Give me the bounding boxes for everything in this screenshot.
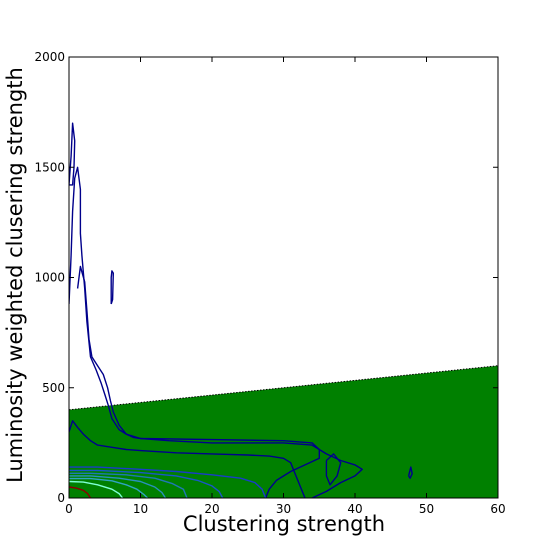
- x-tick-label: 40: [347, 502, 362, 516]
- contour-level-1-path-5: [325, 453, 342, 486]
- contour-level-7-path-1: [69, 477, 149, 498]
- contour-level-4-path-1: [69, 469, 224, 498]
- contour-level-8-path-1: [69, 480, 124, 498]
- y-tick-label: 500: [42, 381, 65, 395]
- contour-level-3-path-1: [69, 466, 267, 498]
- x-tick-label: 60: [490, 502, 505, 516]
- x-axis-title: Clustering strength: [183, 512, 385, 536]
- y-tick-label: 1500: [34, 160, 65, 174]
- contour-level-1-path-4: [76, 265, 363, 498]
- contour-level-1-path-6: [407, 466, 413, 479]
- contour-level-1-path-3: [110, 270, 114, 305]
- x-tick-label: 20: [204, 502, 219, 516]
- shaded-region: [69, 365, 498, 498]
- x-tick-label: 50: [419, 502, 434, 516]
- contour-level-6-path-1: [69, 475, 167, 498]
- y-tick-label: 0: [57, 491, 65, 505]
- y-axis-title: Luminosity weighted clusering strength: [3, 67, 27, 483]
- contour-level-9-path-1: [69, 486, 92, 498]
- contour-level-1-path-1: [69, 166, 320, 498]
- y-tick-label: 2000: [34, 50, 65, 64]
- plot-area: [69, 122, 498, 498]
- contour-level-1-path-2: [69, 122, 76, 186]
- axis-ticks: 0 10 20 30 40 50 60 0 500 1000 1500 2000: [34, 50, 505, 516]
- contour-level-2-path-1: [69, 420, 306, 498]
- x-tick-label: 30: [276, 502, 291, 516]
- x-tick-label: 10: [133, 502, 148, 516]
- contour-level-5-path-1: [69, 472, 188, 498]
- y-tick-label: 1000: [34, 271, 65, 285]
- x-tick-label: 0: [65, 502, 73, 516]
